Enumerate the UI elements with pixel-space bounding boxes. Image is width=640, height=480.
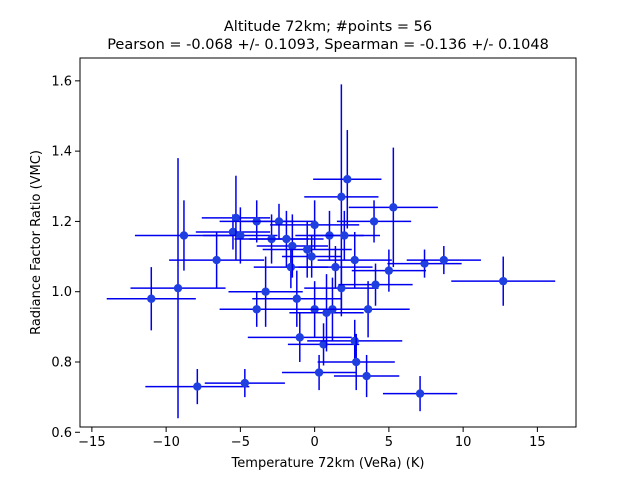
data-point	[337, 192, 346, 202]
x-tick-label: −15	[78, 435, 105, 450]
plot-area	[106, 84, 556, 419]
x-tick-label: −10	[152, 435, 179, 450]
data-point	[240, 378, 250, 388]
chart-title: Altitude 72km; #points = 56	[224, 19, 432, 35]
data-point	[319, 340, 328, 349]
data-point	[363, 305, 373, 314]
data-point	[389, 203, 398, 212]
data-point-group	[106, 267, 196, 331]
data-point-group	[326, 281, 410, 338]
data-point-group	[247, 312, 352, 362]
data-point-group	[262, 221, 352, 278]
y-tick-label: 1.0	[51, 285, 72, 300]
data-point-group	[145, 369, 250, 405]
data-point	[331, 262, 340, 272]
data-point	[350, 336, 359, 346]
data-point-group	[317, 333, 395, 391]
data-point-group	[387, 249, 462, 278]
data-point-group	[228, 256, 303, 327]
data-point-group	[169, 231, 265, 289]
axes-frame	[79, 57, 577, 428]
data-point-group	[298, 246, 373, 289]
data-point-group	[130, 158, 226, 419]
y-axis-label: Radiance Factor Ratio (VMC)	[29, 150, 44, 335]
data-point	[282, 234, 291, 244]
data-point	[340, 231, 349, 240]
x-tick-label: 0	[310, 435, 318, 450]
data-point	[499, 276, 508, 286]
data-point	[371, 280, 380, 289]
data-point	[252, 305, 261, 314]
data-point	[212, 255, 221, 265]
data-point	[420, 259, 429, 268]
data-point	[179, 231, 189, 240]
y-tick-label: 1.6	[51, 74, 72, 89]
y-tick-label: 0.8	[51, 355, 72, 370]
data-point	[310, 220, 319, 230]
data-point	[307, 252, 316, 261]
data-point	[362, 371, 371, 381]
data-point-group	[333, 354, 400, 398]
x-tick-label: 15	[529, 435, 546, 450]
data-point	[261, 287, 270, 296]
data-point	[343, 175, 352, 184]
data-point-group	[281, 235, 342, 278]
data-point	[369, 217, 379, 226]
x-axis-label: Temperature 72km (VeRa) (K)	[231, 456, 425, 471]
data-point	[147, 294, 156, 303]
data-point-group	[281, 354, 357, 391]
data-point	[288, 241, 297, 251]
y-axis: 0.6 0.8 1.0 1.2 1.4 1.6	[51, 74, 80, 441]
data-point-group	[287, 323, 360, 366]
x-tick-label: −5	[231, 435, 250, 450]
data-point-group	[348, 147, 438, 268]
chart-subtitle: Pearson = -0.068 +/- 0.1093, Spearman = …	[107, 37, 549, 53]
data-point-group	[451, 256, 556, 306]
data-point	[352, 357, 361, 367]
y-tick-label: 0.6	[51, 426, 72, 441]
data-point-group	[204, 369, 285, 398]
data-point-group	[203, 207, 278, 264]
data-point	[292, 294, 302, 303]
data-point	[228, 227, 238, 237]
data-point	[384, 266, 394, 275]
data-point	[231, 213, 241, 223]
data-point	[286, 262, 296, 272]
data-point-group	[308, 210, 380, 261]
data-point-group	[313, 130, 382, 229]
data-point-group	[241, 203, 317, 239]
x-axis: −15 −10 −5 0 5 10 15	[78, 427, 546, 450]
data-point	[236, 231, 245, 240]
data-point-group	[317, 231, 392, 289]
data-point	[439, 255, 449, 265]
y-tick-label: 1.2	[51, 215, 72, 230]
data-point	[350, 255, 359, 265]
x-tick-label: 10	[455, 435, 472, 450]
data-point	[173, 283, 183, 293]
data-point-group	[406, 246, 481, 275]
data-point	[337, 283, 346, 293]
data-point-group	[382, 376, 458, 412]
data-point	[303, 245, 312, 254]
data-point	[295, 333, 304, 342]
data-point	[274, 217, 284, 226]
data-point	[314, 368, 324, 377]
y-tick-label: 1.4	[51, 145, 72, 160]
data-point	[415, 389, 425, 398]
data-point-group	[351, 249, 427, 292]
x-tick-label: 5	[385, 435, 393, 450]
data-point-group	[304, 260, 379, 317]
data-point	[193, 382, 202, 391]
